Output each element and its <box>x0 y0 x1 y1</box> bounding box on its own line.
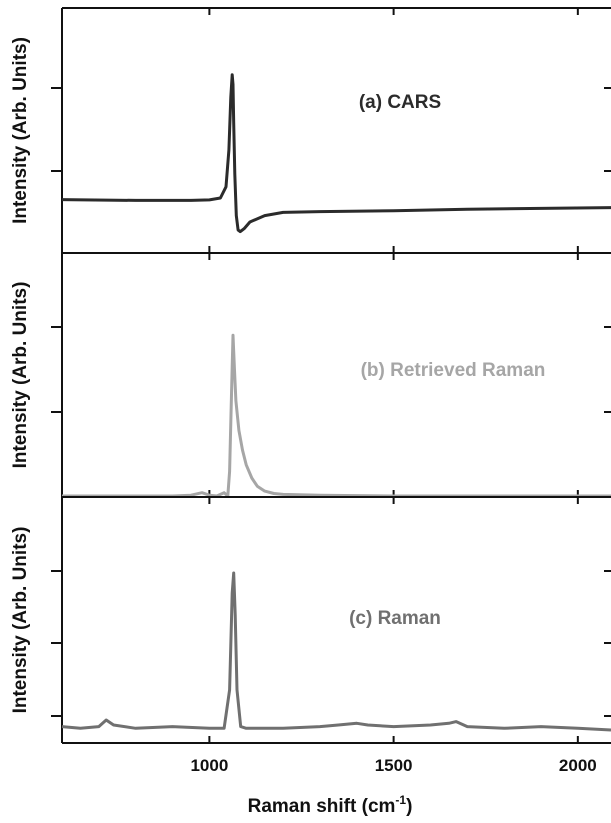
x-axis-title-main: Raman shift (cm <box>248 796 396 817</box>
series-line <box>61 571 611 732</box>
x-tick-label: 2000 <box>559 756 597 775</box>
series-line <box>61 73 611 234</box>
y-axis-title: Intensity (Arb. Units) <box>10 37 31 224</box>
x-axis-title-close: ) <box>406 796 412 817</box>
x-axis-title-superscript: -1 <box>395 793 406 807</box>
x-tick-label: 1000 <box>190 756 228 775</box>
x-tick-label: 1500 <box>375 756 413 775</box>
x-axis: 1000 1500 2000 <box>190 756 596 775</box>
panel-1: Intensity (Arb. Units) (a) CARS <box>10 7 611 254</box>
panel-label: (c) Raman <box>349 608 441 629</box>
panels: Intensity (Arb. Units) (a) CARSIntensity … <box>10 7 611 744</box>
panel-3: Intensity (Arb. Units) (c) Raman <box>10 496 611 744</box>
series-line <box>62 333 611 498</box>
panel-2: Intensity (Arb. Units) (b) Retrieved Rama… <box>10 252 611 498</box>
panel-label: (b) Retrieved Raman <box>361 360 546 381</box>
y-axis-title: Intensity (Arb. Units) <box>10 282 31 469</box>
panel-label: (a) CARS <box>359 92 441 113</box>
y-axis-title: Intensity (Arb. Units) <box>10 527 31 714</box>
x-axis-title: Raman shift (cm-1) <box>248 793 413 817</box>
